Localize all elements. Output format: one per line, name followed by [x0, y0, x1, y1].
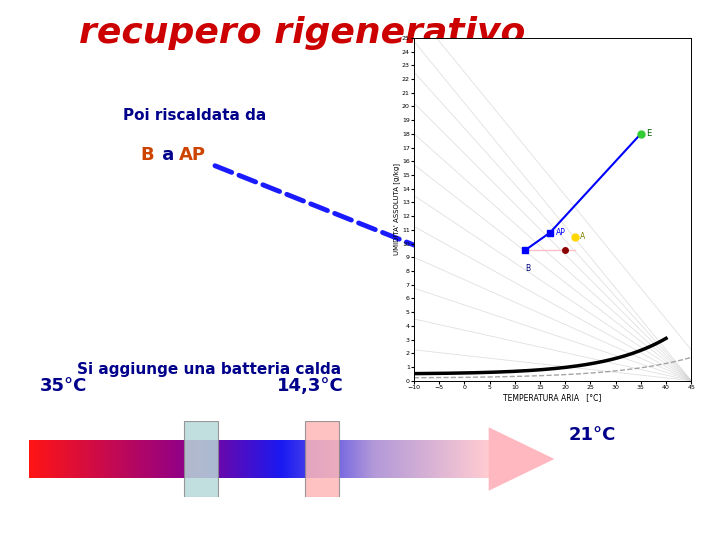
- Text: B: B: [140, 146, 154, 164]
- Text: 35°C: 35°C: [40, 377, 87, 395]
- Y-axis label: UMIDITA' ASSOLUTA [g/kg]: UMIDITA' ASSOLUTA [g/kg]: [394, 163, 400, 255]
- X-axis label: TEMPERATURA ARIA   [°C]: TEMPERATURA ARIA [°C]: [503, 393, 602, 402]
- Text: AP: AP: [556, 228, 566, 237]
- Text: A: A: [580, 232, 585, 241]
- Text: 14,3°C: 14,3°C: [277, 377, 344, 395]
- Bar: [184, 421, 218, 497]
- Text: Si aggiunge una batteria calda: Si aggiunge una batteria calda: [77, 362, 341, 377]
- Bar: [305, 421, 339, 497]
- Polygon shape: [489, 427, 554, 491]
- Text: Poi riscaldata da: Poi riscaldata da: [123, 108, 266, 123]
- Text: AP: AP: [179, 146, 206, 164]
- Text: recupero rigenerativo: recupero rigenerativo: [79, 16, 526, 50]
- Text: E: E: [646, 129, 651, 138]
- Text: B: B: [525, 264, 530, 273]
- Text: a: a: [156, 146, 181, 164]
- Text: 21°C: 21°C: [569, 426, 616, 444]
